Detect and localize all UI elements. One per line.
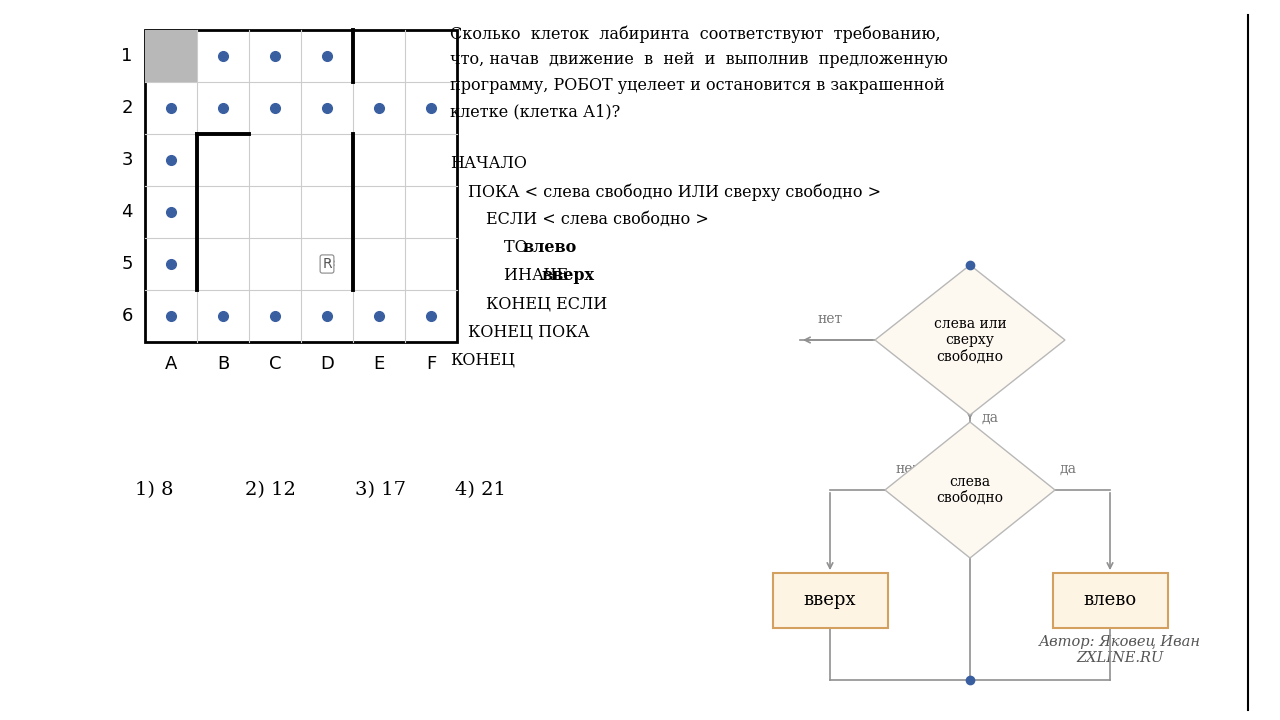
Text: F: F <box>426 355 436 373</box>
Text: КОНЕЦ: КОНЕЦ <box>451 351 515 368</box>
Text: 4) 21: 4) 21 <box>454 481 506 499</box>
Text: вверх: вверх <box>541 267 594 284</box>
Text: ТО: ТО <box>504 239 532 256</box>
Text: слева
свободно: слева свободно <box>937 474 1004 505</box>
Text: Автор: Яковец Иван
ZXLINE.RU: Автор: Яковец Иван ZXLINE.RU <box>1039 635 1201 665</box>
Text: C: C <box>269 355 282 373</box>
Bar <box>1052 572 1167 628</box>
Text: КОНЕЦ ПОКА: КОНЕЦ ПОКА <box>468 323 590 340</box>
Text: D: D <box>320 355 334 373</box>
Text: что, начав  движение  в  ней  и  выполнив  предложенную: что, начав движение в ней и выполнив пре… <box>451 51 948 68</box>
Bar <box>773 572 887 628</box>
Text: 1) 8: 1) 8 <box>134 481 174 499</box>
Text: программу, РОБОТ уцелеет и остановится в закрашенной: программу, РОБОТ уцелеет и остановится в… <box>451 77 945 94</box>
Text: 3: 3 <box>122 151 133 169</box>
Text: 2) 12: 2) 12 <box>244 481 296 499</box>
Bar <box>145 30 457 342</box>
Text: R: R <box>323 257 332 271</box>
Bar <box>145 30 197 82</box>
Text: клетке (клетка А1)?: клетке (клетка А1)? <box>451 103 621 120</box>
Text: влево: влево <box>522 239 577 256</box>
Text: 5: 5 <box>122 255 133 273</box>
Text: нет: нет <box>895 462 920 476</box>
Text: E: E <box>374 355 384 373</box>
Text: 4: 4 <box>122 203 133 221</box>
Text: 2: 2 <box>122 99 133 117</box>
Text: НАЧАЛО: НАЧАЛО <box>451 155 527 172</box>
Text: нет: нет <box>818 312 842 326</box>
Text: вверх: вверх <box>804 591 856 609</box>
Text: да: да <box>982 411 998 425</box>
Text: 6: 6 <box>122 307 133 325</box>
Text: ЕСЛИ < слева свободно >: ЕСЛИ < слева свободно > <box>486 211 709 228</box>
Text: ПОКА < слева свободно ИЛИ сверху свободно >: ПОКА < слева свободно ИЛИ сверху свободн… <box>468 183 881 200</box>
Text: ⚙: ⚙ <box>319 254 335 274</box>
Polygon shape <box>884 422 1055 558</box>
Text: ИНАЧЕ: ИНАЧЕ <box>504 267 573 284</box>
Text: 3) 17: 3) 17 <box>355 481 406 499</box>
Text: B: B <box>216 355 229 373</box>
Text: да: да <box>1060 462 1076 476</box>
Polygon shape <box>876 265 1065 415</box>
Text: слева или
сверху
свободно: слева или сверху свободно <box>933 317 1006 364</box>
Text: КОНЕЦ ЕСЛИ: КОНЕЦ ЕСЛИ <box>486 295 607 312</box>
Text: 1: 1 <box>122 47 133 65</box>
Text: A: A <box>165 355 177 373</box>
Text: влево: влево <box>1083 591 1137 609</box>
Text: Сколько  клеток  лабиринта  соответствуют  требованию,: Сколько клеток лабиринта соответствуют т… <box>451 25 941 42</box>
